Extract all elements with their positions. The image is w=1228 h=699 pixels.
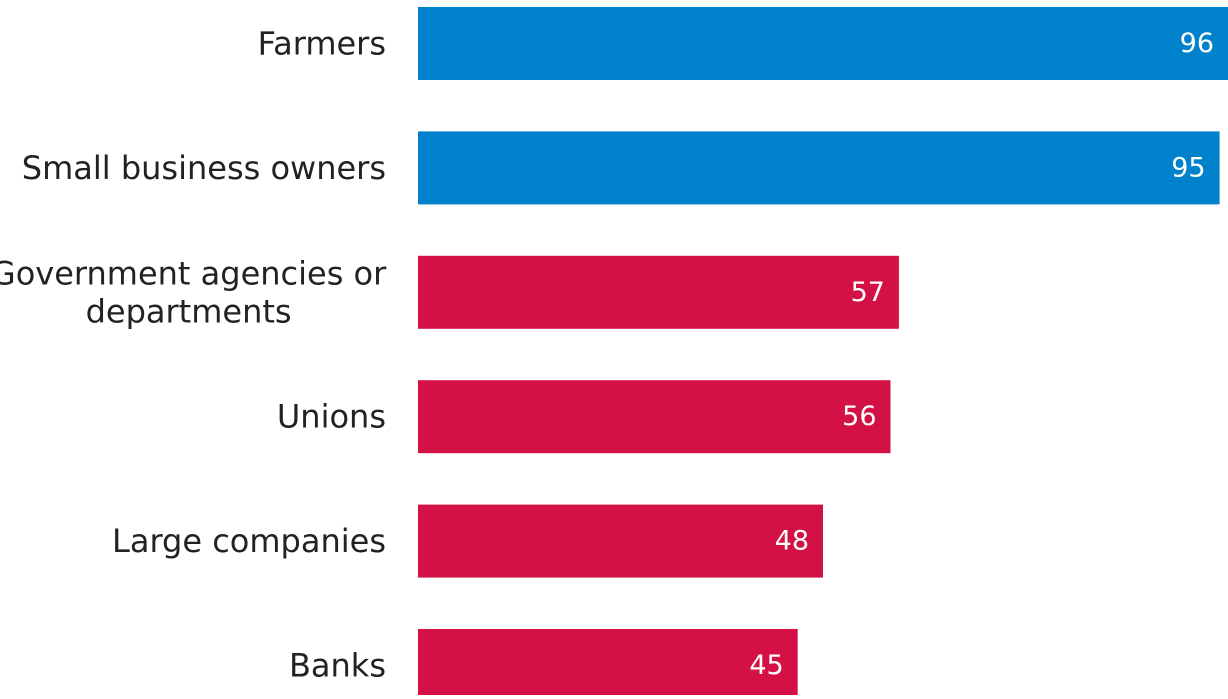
bar-banks (418, 629, 798, 699)
category-label-line: Small business owners (22, 149, 386, 187)
category-label-line: Banks (289, 647, 386, 685)
bars-layer (418, 7, 1228, 699)
value-label-large-companies: 48 (775, 526, 809, 557)
category-label-small-business-owners: Small business owners (22, 149, 386, 187)
bar-large-companies (418, 504, 823, 578)
value-label-banks: 45 (749, 650, 783, 681)
category-label-large-companies: Large companies (112, 522, 386, 560)
category-labels: Farmers Small business owners Government a… (0, 25, 387, 685)
value-label-government-agencies-or-departments: 57 (851, 277, 885, 308)
category-label-line: Unions (277, 398, 386, 436)
value-labels: 96 95 57 56 48 45 (749, 28, 1214, 681)
category-label-unions: Unions (277, 398, 386, 436)
category-label-government-agencies-or-departments: Government agencies or departments (0, 254, 387, 330)
value-label-unions: 56 (842, 401, 876, 432)
bar-unions (418, 380, 891, 454)
bar-farmers (418, 7, 1228, 80)
category-label-farmers: Farmers (258, 25, 386, 63)
category-label-line: Farmers (258, 25, 386, 63)
category-label-line: Large companies (112, 522, 386, 560)
category-label-line: departments (86, 292, 292, 330)
bar-government-agencies-or-departments (418, 255, 899, 329)
category-label-banks: Banks (289, 647, 386, 685)
bar-small-business-owners (418, 131, 1220, 205)
category-label-line: Government agencies or (0, 254, 387, 292)
value-label-small-business-owners: 95 (1171, 152, 1205, 183)
value-label-farmers: 96 (1180, 28, 1214, 59)
